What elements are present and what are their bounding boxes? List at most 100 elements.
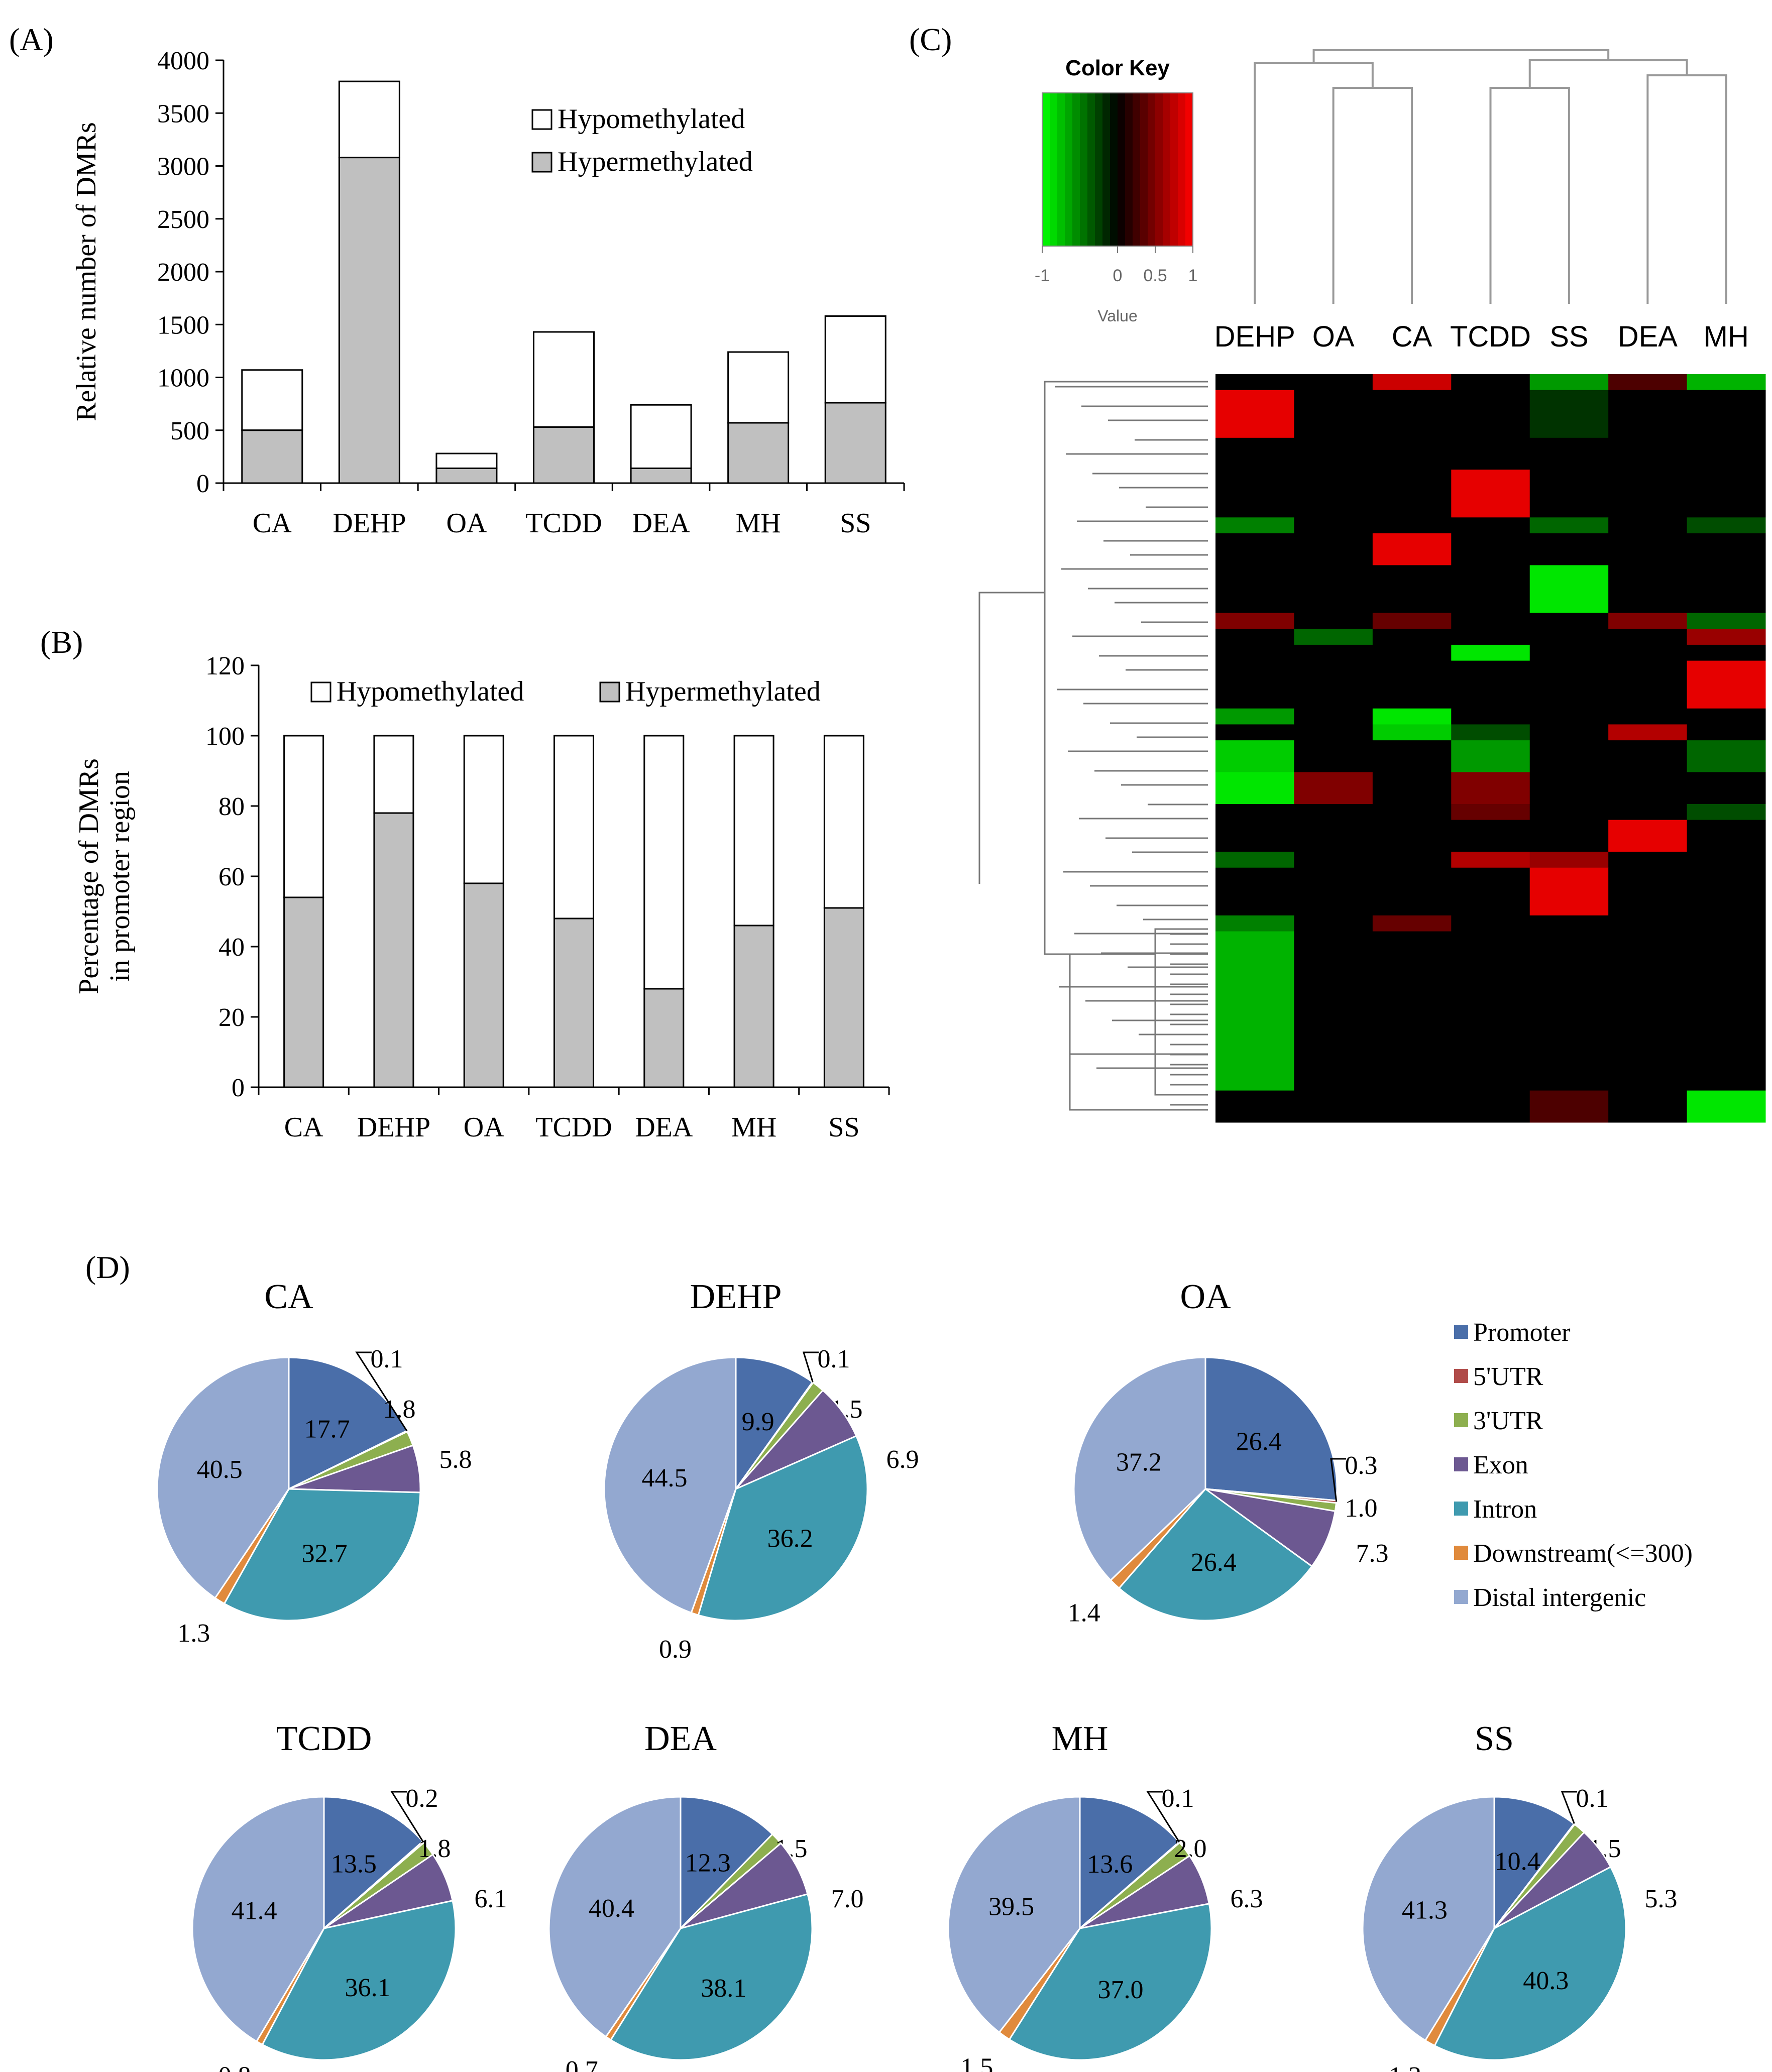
color-key-cell bbox=[1148, 93, 1156, 246]
color-key-cell bbox=[1042, 93, 1050, 246]
color-key-tick-label: 1 bbox=[1188, 266, 1198, 285]
heatmap-cell bbox=[1215, 867, 1294, 916]
heatmap-cell bbox=[1451, 1090, 1530, 1123]
pie-title: OA bbox=[1180, 1278, 1231, 1316]
heatmap-cell bbox=[1294, 470, 1373, 518]
row-dendrogram-branch bbox=[1069, 954, 1208, 1111]
legend-swatch bbox=[1454, 1413, 1468, 1427]
heatmap-cell bbox=[1215, 374, 1294, 391]
y-tick-label: 60 bbox=[218, 863, 245, 891]
pie-slice bbox=[1008, 1903, 1212, 2061]
heatmap-cell bbox=[1451, 517, 1530, 534]
heatmap-column-label: OA bbox=[1312, 320, 1355, 353]
heatmap-cell bbox=[1372, 533, 1452, 565]
heatmap-cell bbox=[1687, 660, 1766, 709]
pie-slice-label: 0.3 bbox=[1345, 1451, 1378, 1480]
heatmap-cell bbox=[1608, 437, 1688, 470]
legend-swatch bbox=[531, 152, 552, 173]
heatmap-cell bbox=[1294, 820, 1373, 852]
legend-label: Exon bbox=[1473, 1451, 1528, 1479]
column-dendrogram-branch bbox=[1332, 87, 1413, 304]
pie-slice bbox=[288, 1356, 408, 1490]
y-tick-label: 40 bbox=[218, 933, 245, 962]
heatmap-cell bbox=[1608, 533, 1688, 565]
heatmap-cell bbox=[1215, 852, 1294, 868]
heatmap-cell bbox=[1215, 565, 1294, 614]
pie-charts-d: CA 17.7 0.1 1.8 5.8 32.7 1.3 40.5 DEHP 9.9 0.1 1.5 6… bbox=[156, 1278, 1693, 2072]
bar-hypermethylated bbox=[733, 925, 774, 1088]
color-key-cell bbox=[1155, 93, 1163, 246]
y-tick-label: 100 bbox=[205, 722, 245, 751]
heatmap-cell bbox=[1372, 820, 1452, 852]
y-tick-label: 1000 bbox=[157, 364, 209, 393]
heatmap-cell bbox=[1294, 1090, 1373, 1123]
row-dendrogram-branch bbox=[1044, 381, 1208, 955]
heatmap-cell bbox=[1294, 437, 1373, 470]
legend-swatch bbox=[1454, 1457, 1468, 1471]
heatmap-cell bbox=[1372, 437, 1452, 470]
bar-hypomethylated bbox=[727, 351, 790, 424]
heatmap-cell bbox=[1687, 803, 1766, 821]
heatmap-cell bbox=[1294, 724, 1373, 741]
legend-label: Hypermethylated bbox=[558, 146, 753, 177]
pie-title: SS bbox=[1475, 1719, 1514, 1758]
heatmap-cell bbox=[1608, 772, 1688, 804]
heatmap-cell bbox=[1529, 820, 1609, 852]
heatmap-cell bbox=[1451, 852, 1530, 868]
heatmap-cell bbox=[1529, 470, 1609, 518]
heatmap-cell bbox=[1372, 613, 1452, 629]
pie-slice bbox=[1118, 1487, 1313, 1622]
pie-slice bbox=[947, 1796, 1081, 2034]
color-key-cell bbox=[1102, 93, 1111, 246]
heatmap-cell bbox=[1687, 867, 1766, 916]
pie-leader-line bbox=[1561, 1791, 1577, 1824]
heatmap-cell bbox=[1451, 660, 1530, 709]
heatmap-column-label: DEA bbox=[1618, 320, 1678, 353]
legend-swatch bbox=[531, 109, 552, 130]
color-key-cell bbox=[1072, 93, 1080, 246]
heatmap-cell bbox=[1451, 613, 1530, 629]
heatmap-cell bbox=[1294, 390, 1373, 438]
x-tick-label: DEA bbox=[635, 1112, 693, 1143]
column-dendrogram-branch bbox=[1528, 59, 1688, 88]
column-dendrogram-branch bbox=[1489, 87, 1570, 304]
heatmap-column-label: MH bbox=[1704, 320, 1749, 353]
legend-label: Hypomethylated bbox=[337, 676, 524, 707]
bar-chart-b: 0 20 40 60 80 100 120 CA DEHP OA TCDD DEA MH SS Percen… bbox=[73, 652, 890, 1143]
pie-slice-label: 37.2 bbox=[1116, 1448, 1162, 1477]
pie-slice bbox=[1205, 1488, 1336, 1568]
heatmap-cell bbox=[1372, 660, 1452, 709]
color-key-cell bbox=[1133, 93, 1141, 246]
panel-label-c: (C) bbox=[909, 22, 952, 57]
heatmap-cell bbox=[1294, 374, 1373, 391]
pie-slice bbox=[1433, 1866, 1627, 2061]
legend-label: Intron bbox=[1473, 1495, 1537, 1524]
pie-slice-label: 1.4 bbox=[1068, 1598, 1100, 1627]
heatmap-cell bbox=[1215, 613, 1294, 629]
pie-slice-label: 41.3 bbox=[1402, 1896, 1448, 1925]
heatmap-cell bbox=[1451, 724, 1530, 741]
heatmap-cell bbox=[1294, 867, 1373, 916]
pie-slice bbox=[223, 1488, 421, 1622]
pie-slice-label: 6.1 bbox=[475, 1885, 507, 1913]
heatmap-cell bbox=[1529, 374, 1609, 391]
heatmap-cell bbox=[1687, 374, 1766, 391]
heatmap-cell bbox=[1451, 533, 1530, 565]
heatmap-cell bbox=[1215, 915, 1294, 932]
bar-hypomethylated bbox=[824, 315, 887, 404]
color-key-cell bbox=[1095, 93, 1103, 246]
heatmap-cell bbox=[1608, 1090, 1688, 1123]
heatmap-cell bbox=[1529, 852, 1609, 868]
color-key-cell bbox=[1170, 93, 1178, 246]
heatmap-cell bbox=[1529, 644, 1609, 661]
heatmap-cell bbox=[1451, 915, 1530, 932]
legend-swatch bbox=[1454, 1369, 1468, 1383]
heatmap-cell bbox=[1687, 517, 1766, 534]
heatmap-cell bbox=[1451, 390, 1530, 438]
pie-slice-label: 0.7 bbox=[566, 2056, 598, 2072]
heatmap-cell bbox=[1608, 708, 1688, 725]
y-tick-label: 0 bbox=[232, 1074, 245, 1102]
heatmap-cell bbox=[1215, 629, 1294, 645]
y-axis-label: Relative number of DMRs bbox=[71, 122, 102, 421]
heatmap-cell bbox=[1451, 629, 1530, 645]
